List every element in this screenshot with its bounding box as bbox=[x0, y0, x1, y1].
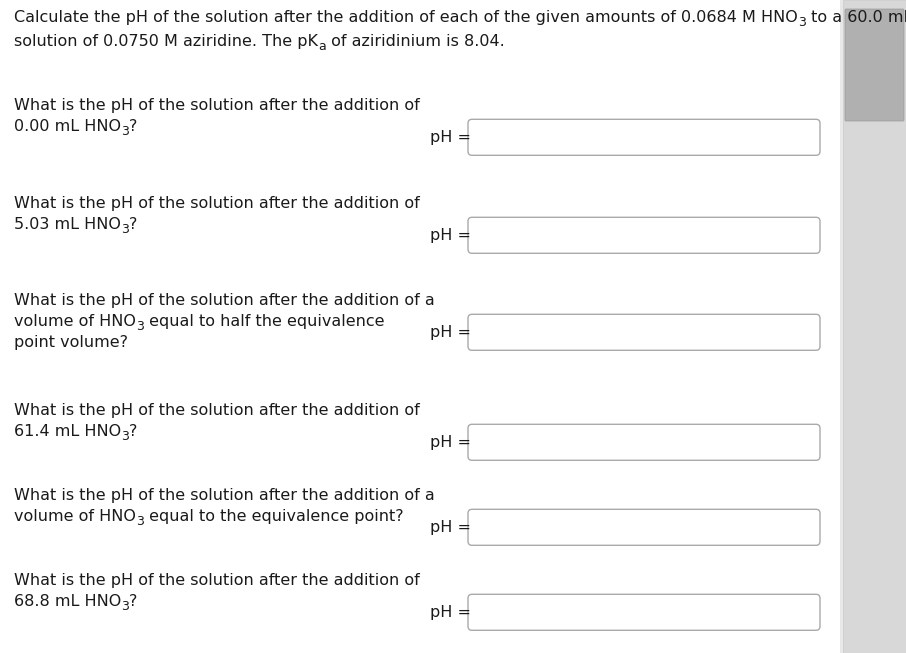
Text: a: a bbox=[318, 40, 326, 54]
Text: What is the pH of the solution after the addition of: What is the pH of the solution after the… bbox=[14, 403, 419, 418]
FancyBboxPatch shape bbox=[468, 424, 820, 460]
Text: pH =: pH = bbox=[430, 605, 471, 620]
Text: equal to the equivalence point?: equal to the equivalence point? bbox=[144, 509, 403, 524]
Text: 68.8 mL HNO: 68.8 mL HNO bbox=[14, 594, 121, 609]
Bar bbox=[843, 0, 906, 653]
Text: pH =: pH = bbox=[430, 130, 471, 145]
Text: What is the pH of the solution after the addition of a: What is the pH of the solution after the… bbox=[14, 488, 435, 503]
Text: ?: ? bbox=[129, 217, 137, 232]
Text: solution of 0.0750 M aziridine. The pK: solution of 0.0750 M aziridine. The pK bbox=[14, 34, 318, 49]
Text: point volume?: point volume? bbox=[14, 335, 128, 350]
Text: What is the pH of the solution after the addition of: What is the pH of the solution after the… bbox=[14, 573, 419, 588]
Text: ?: ? bbox=[129, 424, 138, 439]
Text: 3: 3 bbox=[121, 430, 129, 443]
Text: pH =: pH = bbox=[430, 435, 471, 450]
Text: volume of HNO: volume of HNO bbox=[14, 509, 136, 524]
Text: ?: ? bbox=[129, 119, 137, 134]
Text: 3: 3 bbox=[136, 515, 144, 528]
Text: 3: 3 bbox=[798, 16, 805, 29]
Text: pH =: pH = bbox=[430, 325, 471, 340]
Text: What is the pH of the solution after the addition of: What is the pH of the solution after the… bbox=[14, 98, 419, 113]
Text: volume of HNO: volume of HNO bbox=[14, 314, 136, 329]
Text: 3: 3 bbox=[121, 600, 130, 613]
FancyBboxPatch shape bbox=[468, 594, 820, 630]
Text: 3: 3 bbox=[121, 125, 129, 138]
Text: 0.00 mL HNO: 0.00 mL HNO bbox=[14, 119, 121, 134]
FancyBboxPatch shape bbox=[468, 314, 820, 350]
Text: to a 60.0 mL: to a 60.0 mL bbox=[805, 10, 906, 25]
FancyBboxPatch shape bbox=[468, 119, 820, 155]
Text: of aziridinium is 8.04.: of aziridinium is 8.04. bbox=[326, 34, 505, 49]
FancyBboxPatch shape bbox=[845, 9, 904, 121]
FancyBboxPatch shape bbox=[468, 509, 820, 545]
Text: 3: 3 bbox=[120, 223, 129, 236]
Text: equal to half the equivalence: equal to half the equivalence bbox=[144, 314, 384, 329]
Text: 61.4 mL HNO: 61.4 mL HNO bbox=[14, 424, 121, 439]
FancyBboxPatch shape bbox=[468, 217, 820, 253]
Text: What is the pH of the solution after the addition of: What is the pH of the solution after the… bbox=[14, 196, 419, 211]
Text: pH =: pH = bbox=[430, 228, 471, 243]
Text: What is the pH of the solution after the addition of a: What is the pH of the solution after the… bbox=[14, 293, 435, 308]
Text: pH =: pH = bbox=[430, 520, 471, 535]
Text: ?: ? bbox=[130, 594, 138, 609]
Text: 5.03 mL HNO: 5.03 mL HNO bbox=[14, 217, 120, 232]
Text: Calculate the pH of the solution after the addition of each of the given amounts: Calculate the pH of the solution after t… bbox=[14, 10, 798, 25]
Text: 3: 3 bbox=[136, 321, 144, 334]
